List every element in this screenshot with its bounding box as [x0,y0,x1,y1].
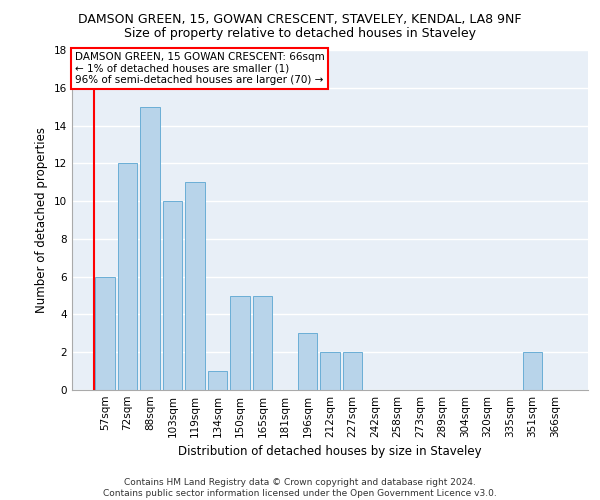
Text: Size of property relative to detached houses in Staveley: Size of property relative to detached ho… [124,28,476,40]
Bar [230,296,250,390]
Y-axis label: Number of detached properties: Number of detached properties [35,127,49,313]
Bar [523,352,542,390]
X-axis label: Distribution of detached houses by size in Staveley: Distribution of detached houses by size … [178,446,482,458]
Bar [118,164,137,390]
Bar [163,201,182,390]
Text: DAMSON GREEN, 15 GOWAN CRESCENT: 66sqm
← 1% of detached houses are smaller (1)
9: DAMSON GREEN, 15 GOWAN CRESCENT: 66sqm ←… [74,52,325,85]
Bar [140,106,160,390]
Bar [343,352,362,390]
Bar [95,276,115,390]
Bar [208,371,227,390]
Bar [320,352,340,390]
Text: Contains HM Land Registry data © Crown copyright and database right 2024.
Contai: Contains HM Land Registry data © Crown c… [103,478,497,498]
Text: DAMSON GREEN, 15, GOWAN CRESCENT, STAVELEY, KENDAL, LA8 9NF: DAMSON GREEN, 15, GOWAN CRESCENT, STAVEL… [78,12,522,26]
Bar [185,182,205,390]
Bar [298,334,317,390]
Bar [253,296,272,390]
